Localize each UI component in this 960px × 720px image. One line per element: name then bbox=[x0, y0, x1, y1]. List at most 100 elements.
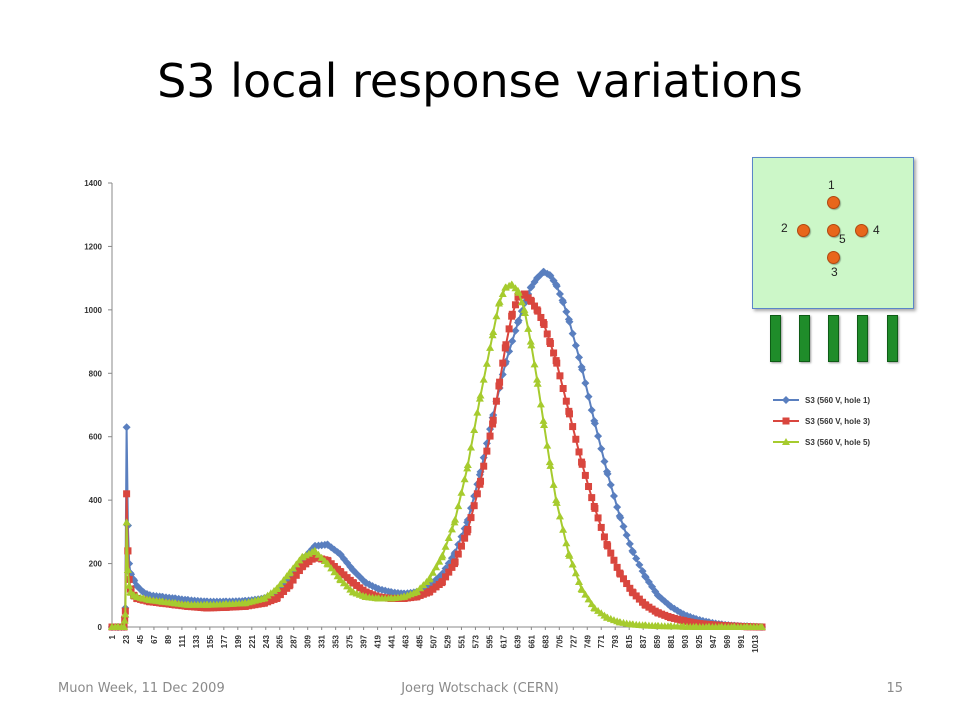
series-1-point bbox=[568, 329, 577, 338]
series-2-point bbox=[476, 480, 484, 488]
series-2-point bbox=[559, 385, 567, 393]
series-3-point bbox=[457, 488, 466, 496]
series-1-point bbox=[584, 392, 593, 401]
series-2-point bbox=[533, 306, 541, 314]
series-2-point bbox=[311, 553, 319, 561]
series-3-point bbox=[691, 623, 700, 630]
x-tick-label: 265 bbox=[276, 634, 285, 648]
series-3-point bbox=[240, 599, 249, 607]
x-tick-label: 89 bbox=[164, 634, 173, 643]
series-2-point bbox=[442, 573, 450, 581]
x-tick-label: 177 bbox=[220, 634, 229, 648]
series-3-point bbox=[494, 299, 503, 307]
series-3-point bbox=[517, 298, 526, 306]
series-2-point bbox=[489, 416, 497, 424]
series-2-point bbox=[613, 563, 621, 571]
series-2-point bbox=[537, 313, 545, 321]
x-tick-label: 837 bbox=[639, 634, 648, 648]
series-3-point bbox=[476, 391, 485, 399]
y-tick-label: 1400 bbox=[84, 179, 102, 188]
series-2-point bbox=[679, 617, 687, 625]
series-2-point bbox=[461, 534, 469, 542]
series-3-point bbox=[435, 557, 444, 565]
series-1-point bbox=[514, 318, 523, 327]
series-1-point bbox=[564, 315, 573, 324]
series-1-point bbox=[323, 540, 332, 549]
x-tick-label: 45 bbox=[136, 634, 145, 643]
x-tick-label: 793 bbox=[611, 634, 620, 648]
slide-number: 15 bbox=[886, 681, 903, 696]
series-1-point bbox=[602, 467, 611, 476]
series-3-point bbox=[602, 613, 611, 621]
series-2-point bbox=[450, 560, 458, 568]
x-tick-label: 507 bbox=[430, 634, 439, 648]
strip-bar-2 bbox=[799, 315, 810, 362]
series-2-point bbox=[362, 588, 370, 596]
series-2-point bbox=[581, 471, 589, 479]
series-3-point bbox=[330, 568, 339, 576]
series-2-point bbox=[610, 556, 618, 564]
series-2-point bbox=[463, 528, 471, 536]
x-tick-label: 529 bbox=[443, 634, 452, 648]
x-tick-label: 243 bbox=[262, 634, 271, 648]
series-2-point bbox=[550, 349, 558, 357]
series-2-point bbox=[480, 462, 488, 470]
series-1-point bbox=[587, 406, 596, 415]
series-2-point bbox=[641, 601, 649, 609]
series-1-point bbox=[526, 283, 535, 292]
series-2-point bbox=[603, 541, 611, 549]
series-3-point bbox=[555, 512, 564, 520]
legend-1-point bbox=[782, 396, 790, 404]
y-tick-label: 200 bbox=[89, 560, 103, 569]
series-1-point bbox=[533, 274, 542, 283]
series-2-point bbox=[501, 344, 509, 352]
series-1-point bbox=[508, 337, 517, 346]
series-2-point bbox=[508, 312, 516, 320]
series-3-point bbox=[479, 375, 488, 383]
series-1-point bbox=[613, 503, 622, 512]
legend-label: S3 (560 V, hole 3) bbox=[805, 417, 870, 426]
series-3-point bbox=[475, 394, 484, 402]
legend-2-point bbox=[782, 417, 790, 425]
series-2-point bbox=[289, 576, 297, 584]
x-tick-label: 749 bbox=[583, 634, 592, 648]
series-2-point bbox=[565, 407, 573, 415]
series-1-point bbox=[635, 560, 644, 569]
hole-4-marker bbox=[855, 224, 868, 237]
x-tick-label: 859 bbox=[653, 634, 662, 648]
legend-label: S3 (560 V, hole 1) bbox=[805, 396, 870, 405]
series-2-point bbox=[597, 523, 605, 531]
x-tick-label: 683 bbox=[541, 634, 550, 648]
hole-3-label: 3 bbox=[831, 265, 838, 279]
series-2-point bbox=[531, 302, 539, 310]
series-1-point bbox=[653, 591, 662, 600]
series-3-point bbox=[704, 623, 713, 630]
series-2-point bbox=[483, 447, 491, 455]
series-3-point bbox=[679, 622, 688, 630]
series-2-point bbox=[578, 458, 586, 466]
x-tick-label: 287 bbox=[290, 634, 299, 648]
series-1-point bbox=[628, 546, 637, 555]
series-3-point bbox=[524, 324, 533, 332]
series-1-point bbox=[625, 539, 634, 548]
x-tick-label: 309 bbox=[304, 634, 313, 648]
series-3-point bbox=[336, 575, 345, 583]
series-3-point bbox=[289, 564, 298, 572]
series-3-point bbox=[132, 592, 141, 600]
series-3-point bbox=[463, 460, 472, 468]
series-1-line bbox=[112, 270, 763, 628]
x-tick-label: 353 bbox=[332, 634, 341, 648]
series-3-point bbox=[412, 588, 421, 596]
series-3-point bbox=[473, 408, 482, 416]
series-3-point bbox=[562, 539, 571, 547]
series-2-point bbox=[298, 563, 306, 571]
series-3-point bbox=[183, 600, 192, 608]
legend-3-point bbox=[782, 438, 790, 445]
series-3-point bbox=[432, 563, 441, 571]
series-2-point bbox=[448, 563, 456, 571]
x-tick-label: 375 bbox=[346, 634, 355, 648]
y-tick-label: 0 bbox=[98, 623, 103, 632]
hole-position-diagram: 1 2 3 4 5 bbox=[752, 157, 914, 309]
series-3-point bbox=[545, 458, 554, 466]
